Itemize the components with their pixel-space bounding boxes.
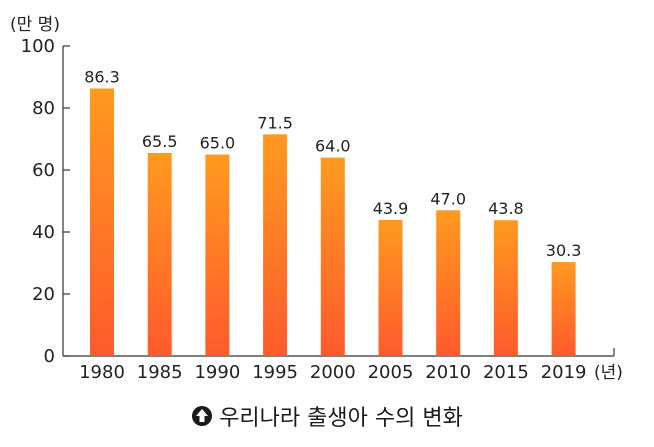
bar-value-label: 47.0 [430,189,466,208]
x-tick-label: 1985 [137,362,183,383]
y-tick-label: 0 [44,346,55,367]
figure-caption: 우리나라 출생아 수의 변화 [0,400,654,432]
bar-value-label: 71.5 [257,113,293,132]
y-tick-label: 100 [21,36,55,57]
x-unit-label: (년) [594,363,623,383]
x-tick-label: 1995 [252,362,298,383]
bar [551,262,576,356]
bars: 86.3 1980 65.5 1985 65.0 1990 71.5 1995 64.0 2000… [79,67,586,383]
x-tick-label: 1980 [79,362,125,383]
x-tick-label: 2010 [425,362,471,383]
bar-value-label: 65.0 [200,134,236,153]
caption-text: 우리나라 출생아 수의 변화 [219,406,463,431]
x-tick-label: 1990 [194,362,240,383]
y-tick-label: 20 [32,284,55,305]
bar-value-label: 64.0 [315,137,351,156]
bar-value-label: 43.8 [488,199,524,218]
bar [436,210,461,356]
bar-chart: (만 명) (년) 0 20 40 60 80 100 86.3 1980 65.5 1985 6… [10,15,623,383]
y-unit-label: (만 명) [10,15,60,35]
bar [205,154,230,356]
y-tick-label: 60 [32,160,55,181]
bar [263,134,288,356]
bar [378,219,403,356]
bar-value-label: 86.3 [84,67,120,86]
bar-value-label: 43.9 [373,199,409,218]
up-arrow-circle-icon [191,405,213,427]
y-tick-label: 80 [32,98,55,119]
bar [320,157,345,356]
bar [147,152,172,356]
x-tick-label: 2000 [310,362,356,383]
bar-value-label: 65.5 [142,132,178,151]
x-tick-label: 2005 [368,362,414,383]
x-tick-label: 2015 [483,362,529,383]
x-tick-label: 2019 [541,362,587,383]
bar [90,88,114,356]
y-tick-label: 40 [32,222,55,243]
bar-value-label: 30.3 [546,241,582,260]
bar [493,220,518,356]
